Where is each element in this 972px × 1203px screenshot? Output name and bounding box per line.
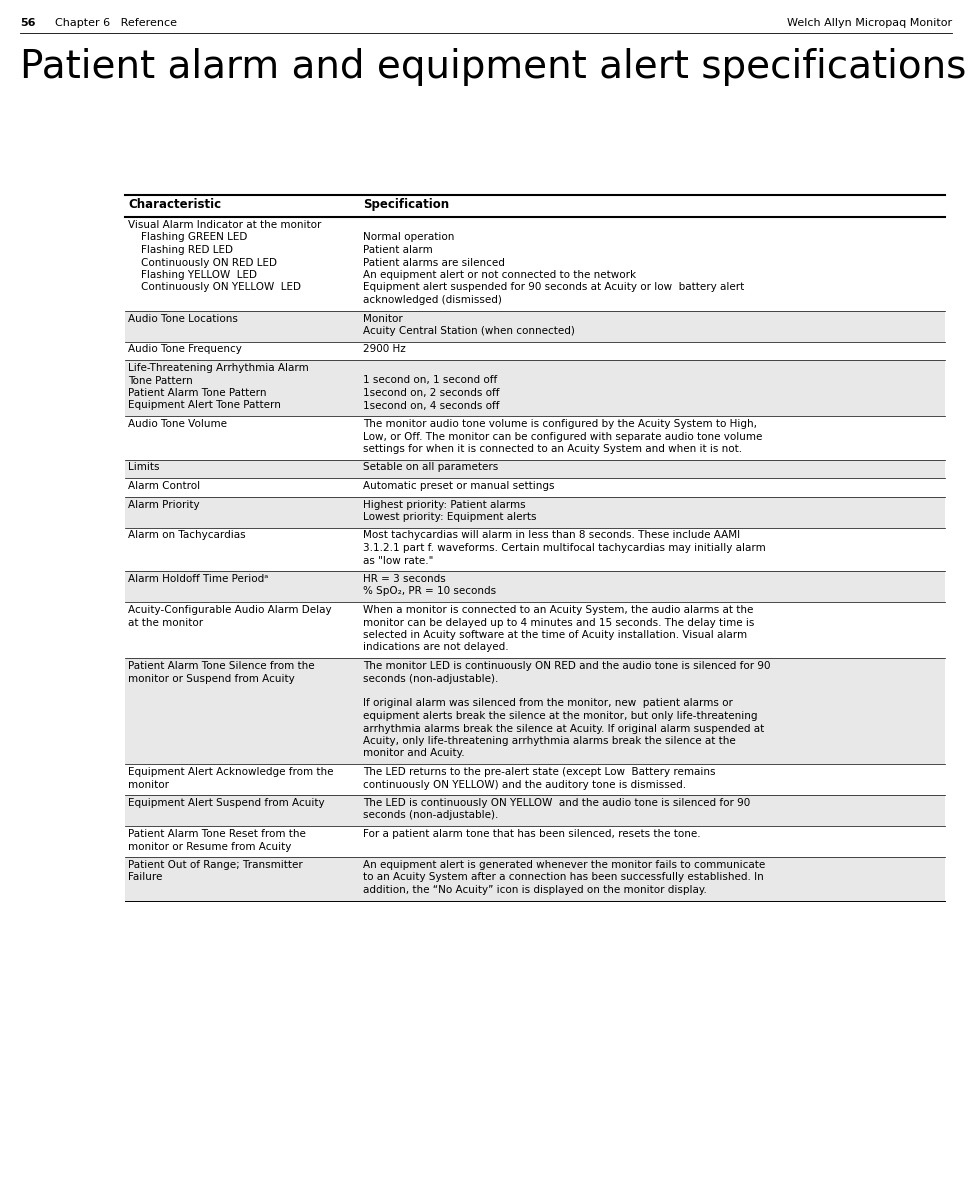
Text: arrhythmia alarms break the silence at Acuity. If original alarm suspended at: arrhythmia alarms break the silence at A… [363,723,764,734]
Text: Limits: Limits [128,462,159,473]
Text: The monitor audio tone volume is configured by the Acuity System to High,: The monitor audio tone volume is configu… [363,419,757,429]
Text: addition, the “No Acuity” icon is displayed on the monitor display.: addition, the “No Acuity” icon is displa… [363,885,707,895]
Text: Normal operation: Normal operation [363,232,454,243]
Text: settings for when it is connected to an Acuity System and when it is not.: settings for when it is connected to an … [363,444,743,454]
Text: An equipment alert or not connected to the network: An equipment alert or not connected to t… [363,269,636,280]
Text: Alarm Priority: Alarm Priority [128,499,199,510]
Text: Audio Tone Volume: Audio Tone Volume [128,419,227,429]
Text: If original alarm was silenced from the monitor, new  patient alarms or: If original alarm was silenced from the … [363,699,733,709]
Text: monitor can be delayed up to 4 minutes and 15 seconds. The delay time is: monitor can be delayed up to 4 minutes a… [363,617,754,628]
Text: Alarm on Tachycardias: Alarm on Tachycardias [128,531,246,540]
Text: monitor: monitor [128,780,169,789]
Text: 1 second on, 1 second off: 1 second on, 1 second off [363,375,498,385]
Text: Patient Out of Range; Transmitter: Patient Out of Range; Transmitter [128,860,302,870]
Bar [125,857,945,901]
Text: The LED returns to the pre-alert state (except Low  Battery remains: The LED returns to the pre-alert state (… [363,768,715,777]
Text: Equipment alert suspended for 90 seconds at Acuity or low  battery alert: Equipment alert suspended for 90 seconds… [363,283,745,292]
Text: Patient Alarm Tone Reset from the: Patient Alarm Tone Reset from the [128,829,306,838]
Text: Characteristic: Characteristic [128,198,221,211]
Bar [125,795,945,826]
Bar [125,571,945,602]
Text: as "low rate.": as "low rate." [363,556,434,565]
Text: Equipment Alert Acknowledge from the: Equipment Alert Acknowledge from the [128,768,333,777]
Text: Flashing YELLOW  LED: Flashing YELLOW LED [128,269,257,280]
Text: Life-Threatening Arrhythmia Alarm: Life-Threatening Arrhythmia Alarm [128,363,309,373]
Text: Chapter 6   Reference: Chapter 6 Reference [55,18,177,28]
Text: 1second on, 2 seconds off: 1second on, 2 seconds off [363,389,500,398]
Text: Acuity-Configurable Audio Alarm Delay: Acuity-Configurable Audio Alarm Delay [128,605,331,615]
Text: Low, or Off. The monitor can be configured with separate audio tone volume: Low, or Off. The monitor can be configur… [363,432,762,442]
Text: HR = 3 seconds: HR = 3 seconds [363,574,446,583]
Text: Most tachycardias will alarm in less than 8 seconds. These include AAMI: Most tachycardias will alarm in less tha… [363,531,740,540]
Bar [125,497,945,527]
Text: Monitor: Monitor [363,314,402,324]
Text: Tone Pattern: Tone Pattern [128,375,192,385]
Bar [125,360,945,416]
Text: Patient Alarm Tone Pattern: Patient Alarm Tone Pattern [128,389,266,398]
Text: Patient alarms are silenced: Patient alarms are silenced [363,257,504,267]
Text: 56: 56 [20,18,36,28]
Text: Equipment Alert Tone Pattern: Equipment Alert Tone Pattern [128,401,281,410]
Text: 3.1.2.1 part f. waveforms. Certain multifocal tachycardias may initially alarm: 3.1.2.1 part f. waveforms. Certain multi… [363,543,766,553]
Text: Equipment Alert Suspend from Acuity: Equipment Alert Suspend from Acuity [128,798,325,808]
Text: seconds (non-adjustable).: seconds (non-adjustable). [363,674,499,683]
Text: For a patient alarm tone that has been silenced, resets the tone.: For a patient alarm tone that has been s… [363,829,701,838]
Text: 1second on, 4 seconds off: 1second on, 4 seconds off [363,401,500,410]
Text: Failure: Failure [128,872,162,883]
Text: An equipment alert is generated whenever the monitor fails to communicate: An equipment alert is generated whenever… [363,860,765,870]
Text: Lowest priority: Equipment alerts: Lowest priority: Equipment alerts [363,512,537,522]
Text: Alarm Control: Alarm Control [128,481,200,491]
Text: The monitor LED is continuously ON RED and the audio tone is silenced for 90: The monitor LED is continuously ON RED a… [363,660,771,671]
Text: Patient alarm: Patient alarm [363,245,433,255]
Text: Acuity, only life-threatening arrhythmia alarms break the silence at the: Acuity, only life-threatening arrhythmia… [363,736,736,746]
Text: indications are not delayed.: indications are not delayed. [363,642,508,652]
Bar [125,460,945,478]
Text: % SpO₂, PR = 10 seconds: % SpO₂, PR = 10 seconds [363,587,496,597]
Text: Continuously ON RED LED: Continuously ON RED LED [128,257,277,267]
Text: acknowledged (dismissed): acknowledged (dismissed) [363,295,502,306]
Text: 2900 Hz: 2900 Hz [363,344,405,355]
Text: Patient Alarm Tone Silence from the: Patient Alarm Tone Silence from the [128,660,315,671]
Text: Specification: Specification [363,198,449,211]
Text: Acuity Central Station (when connected): Acuity Central Station (when connected) [363,326,574,336]
Text: When a monitor is connected to an Acuity System, the audio alarms at the: When a monitor is connected to an Acuity… [363,605,753,615]
Text: monitor or Suspend from Acuity: monitor or Suspend from Acuity [128,674,295,683]
Text: at the monitor: at the monitor [128,617,203,628]
Text: to an Acuity System after a connection has been successfully established. In: to an Acuity System after a connection h… [363,872,764,883]
Text: Setable on all parameters: Setable on all parameters [363,462,499,473]
Text: Visual Alarm Indicator at the monitor: Visual Alarm Indicator at the monitor [128,220,322,230]
Text: Automatic preset or manual settings: Automatic preset or manual settings [363,481,554,491]
Text: Flashing GREEN LED: Flashing GREEN LED [128,232,248,243]
Text: monitor or Resume from Acuity: monitor or Resume from Acuity [128,842,292,852]
Text: seconds (non-adjustable).: seconds (non-adjustable). [363,811,499,820]
Text: The LED is continuously ON YELLOW  and the audio tone is silenced for 90: The LED is continuously ON YELLOW and th… [363,798,750,808]
Bar [125,310,945,342]
Bar [125,658,945,764]
Text: Alarm Holdoff Time Periodᵃ: Alarm Holdoff Time Periodᵃ [128,574,268,583]
Text: Highest priority: Patient alarms: Highest priority: Patient alarms [363,499,526,510]
Text: Continuously ON YELLOW  LED: Continuously ON YELLOW LED [128,283,301,292]
Text: continuously ON YELLOW) and the auditory tone is dismissed.: continuously ON YELLOW) and the auditory… [363,780,686,789]
Text: Patient alarm and equipment alert specifications: Patient alarm and equipment alert specif… [20,48,966,85]
Text: Welch Allyn Micropaq Monitor: Welch Allyn Micropaq Monitor [787,18,952,28]
Text: Flashing RED LED: Flashing RED LED [128,245,233,255]
Text: selected in Acuity software at the time of Acuity installation. Visual alarm: selected in Acuity software at the time … [363,630,747,640]
Text: Audio Tone Locations: Audio Tone Locations [128,314,238,324]
Text: Audio Tone Frequency: Audio Tone Frequency [128,344,242,355]
Text: equipment alerts break the silence at the monitor, but only life-threatening: equipment alerts break the silence at th… [363,711,757,721]
Text: monitor and Acuity.: monitor and Acuity. [363,748,465,759]
